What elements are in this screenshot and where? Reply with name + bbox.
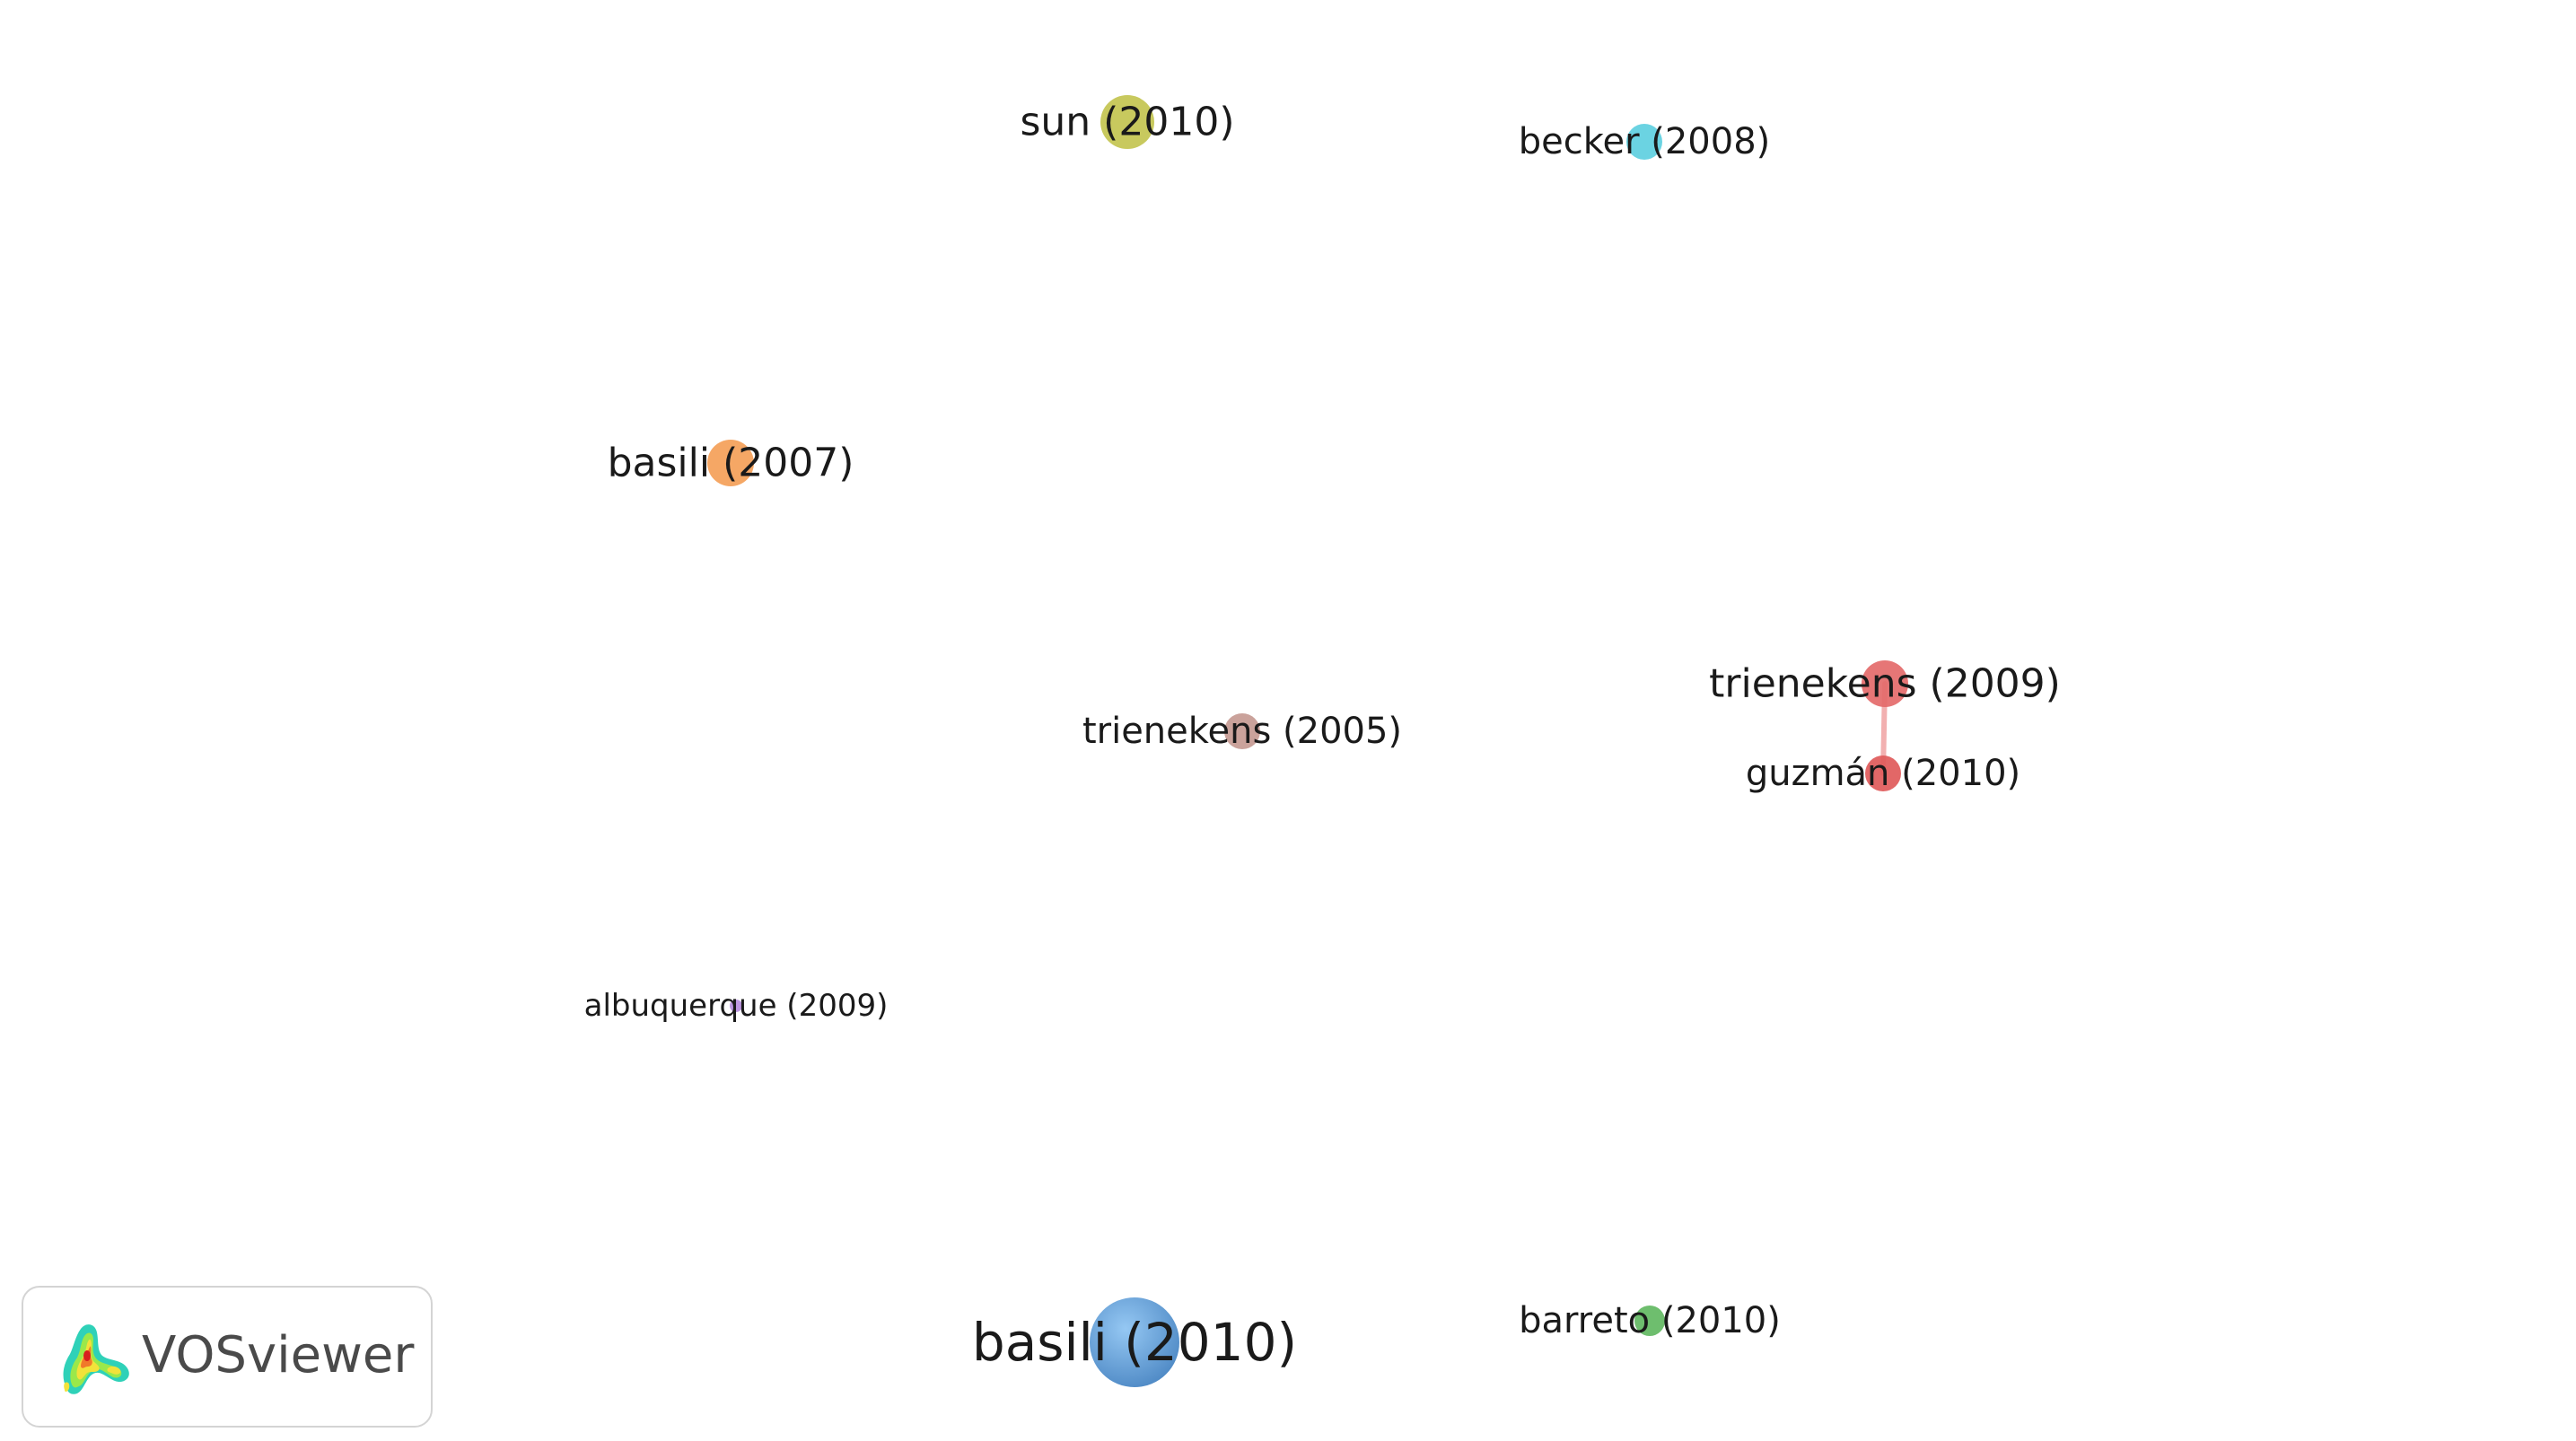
node-label-becker-2008[interactable]: becker (2008)	[1519, 121, 1771, 162]
node-barreto-2010[interactable]	[1634, 1306, 1665, 1336]
node-albuquerque-2009[interactable]	[730, 1000, 742, 1012]
node-basili-2007[interactable]	[707, 440, 754, 486]
vosviewer-logo-text: VOSviewer	[142, 1326, 415, 1384]
node-label-sun-2010[interactable]: sun (2010)	[1021, 100, 1235, 145]
node-label-basili-2007[interactable]: basili (2007)	[608, 441, 854, 486]
node-label-trienekens-2009[interactable]: trienekens (2009)	[1709, 661, 2061, 707]
node-sun-2010[interactable]	[1100, 95, 1154, 149]
nodes-layer	[707, 95, 1908, 1387]
node-trienekens-2005[interactable]	[1224, 713, 1260, 749]
node-becker-2008[interactable]	[1626, 124, 1662, 160]
node-label-barreto-2010[interactable]: barreto (2010)	[1519, 1300, 1781, 1341]
node-label-guzman-2010[interactable]: guzmán (2010)	[1746, 753, 2020, 794]
node-label-basili-2010[interactable]: basili (2010)	[972, 1312, 1297, 1373]
node-trienekens-2009[interactable]	[1862, 660, 1908, 707]
labels-layer: sun (2010) becker (2008) basili (2007) trie…	[584, 100, 2061, 1374]
vosviewer-density-icon	[63, 1324, 129, 1394]
node-guzman-2010[interactable]	[1865, 755, 1901, 791]
node-basili-2010[interactable]	[1090, 1297, 1179, 1387]
node-label-trienekens-2005[interactable]: trienekens (2005)	[1082, 711, 1402, 752]
vosviewer-logo[interactable]: VOSviewer	[22, 1286, 433, 1428]
node-label-albuquerque-2009[interactable]: albuquerque (2009)	[584, 988, 889, 1024]
